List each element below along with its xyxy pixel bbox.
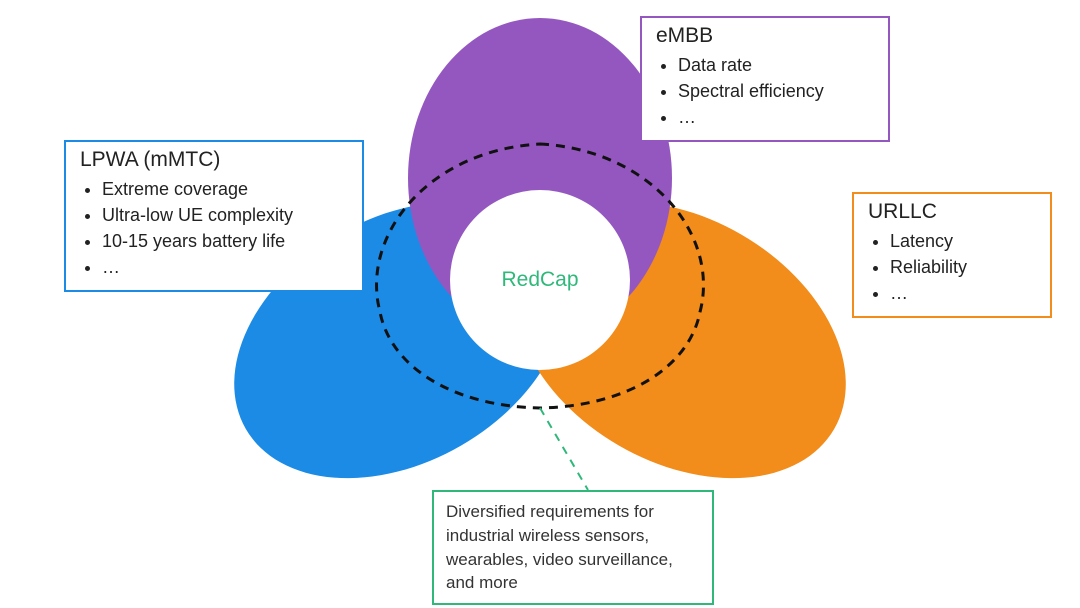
redcap-connector <box>540 408 588 490</box>
box-lpwa-item: Extreme coverage <box>102 176 348 202</box>
diagram-canvas: RedCap eMBB Data rateSpectral efficiency… <box>0 0 1080 608</box>
box-embb-list: Data rateSpectral efficiency… <box>656 52 874 130</box>
box-urllc: URLLC LatencyReliability… <box>852 192 1052 318</box>
box-urllc-list: LatencyReliability… <box>868 228 1036 306</box>
box-embb-item: … <box>678 104 874 130</box>
box-embb-item: Data rate <box>678 52 874 78</box>
center-circle: RedCap <box>450 190 630 370</box>
box-embb-title: eMBB <box>656 24 874 48</box>
box-embb-item: Spectral efficiency <box>678 78 874 104</box>
box-lpwa-list: Extreme coverageUltra-low UE complexity1… <box>80 176 348 280</box>
box-embb: eMBB Data rateSpectral efficiency… <box>640 16 890 142</box>
box-urllc-item: Latency <box>890 228 1036 254</box>
box-urllc-item: … <box>890 280 1036 306</box>
box-lpwa-item: Ultra-low UE complexity <box>102 202 348 228</box>
box-lpwa-title: LPWA (mMTC) <box>80 148 348 172</box>
box-urllc-item: Reliability <box>890 254 1036 280</box>
center-label: RedCap <box>501 268 578 292</box>
box-urllc-title: URLLC <box>868 200 1036 224</box>
box-lpwa-item: 10-15 years battery life <box>102 228 348 254</box>
box-lpwa-item: … <box>102 254 348 280</box>
box-lpwa: LPWA (mMTC) Extreme coverageUltra-low UE… <box>64 140 364 292</box>
box-redcap-footer-text: Diversified requirements for industrial … <box>446 502 673 592</box>
box-redcap-footer: Diversified requirements for industrial … <box>432 490 714 605</box>
